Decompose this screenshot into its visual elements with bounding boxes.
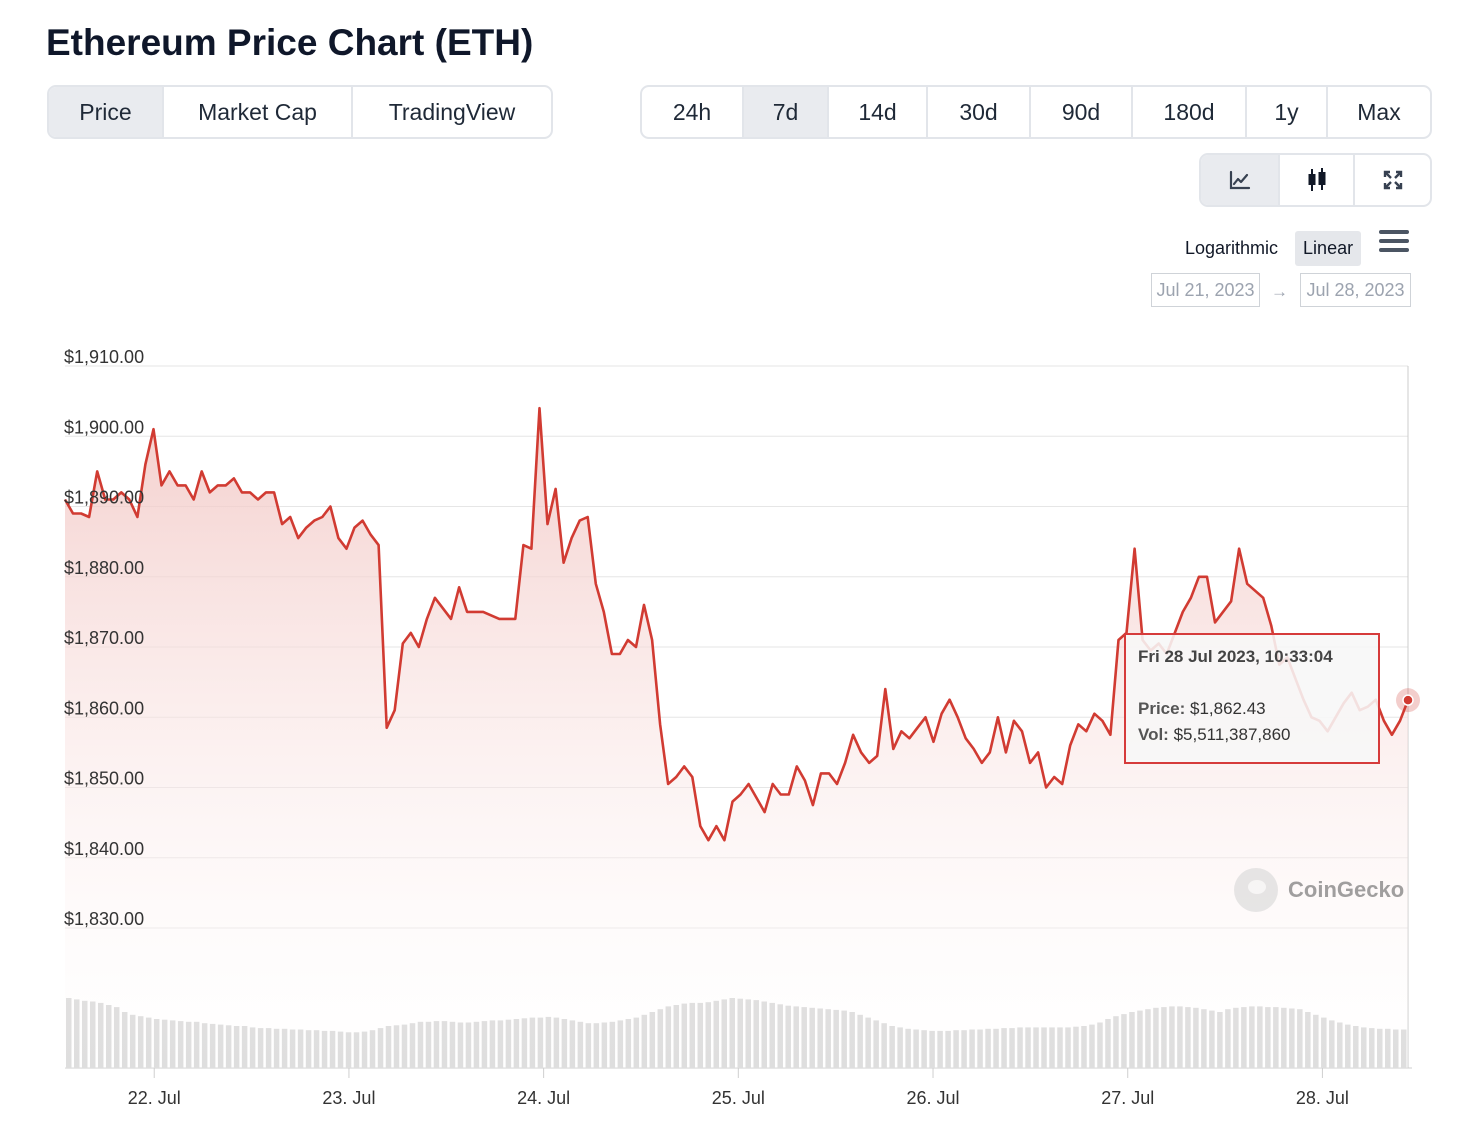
range-1y[interactable]: 1y xyxy=(1247,87,1328,137)
expand-icon xyxy=(1383,170,1402,190)
x-tick-label: 25. Jul xyxy=(712,1088,765,1108)
line-chart-button[interactable] xyxy=(1201,155,1280,205)
coingecko-logo-icon xyxy=(1234,868,1278,912)
range-max[interactable]: Max xyxy=(1357,98,1401,125)
y-tick-label: $1,910.00 xyxy=(64,347,144,367)
scale-toggle: Logarithmic Linear xyxy=(1177,231,1362,266)
price-area xyxy=(65,408,1408,1068)
chart-tooltip: Fri 28 Jul 2023, 10:33:04 Price: $1,862.… xyxy=(1124,633,1380,764)
tooltip-vol-value: $5,511,387,860 xyxy=(1173,725,1291,744)
date-from-input[interactable]: Jul 21, 2023 xyxy=(1151,273,1260,307)
coingecko-watermark: CoinGecko xyxy=(1234,868,1404,912)
scale-linear-option[interactable]: Linear xyxy=(1295,231,1362,266)
range-24h[interactable]: 24h xyxy=(642,87,744,137)
watermark-text: CoinGecko xyxy=(1288,877,1405,902)
line-chart-icon xyxy=(1229,170,1250,190)
x-tick-label: 23. Jul xyxy=(322,1088,375,1108)
page-title: Ethereum Price Chart (ETH) xyxy=(46,22,534,63)
x-tick-label: 28. Jul xyxy=(1296,1088,1349,1108)
y-tick-label: $1,830.00 xyxy=(64,909,144,929)
scale-logarithmic-option[interactable]: Logarithmic xyxy=(1185,238,1279,258)
candlestick-icon xyxy=(1308,168,1325,191)
x-tick-label: 24. Jul xyxy=(517,1088,570,1108)
y-tick-label: $1,850.00 xyxy=(64,769,144,789)
y-tick-label: $1,900.00 xyxy=(64,417,144,437)
hover-marker xyxy=(1402,694,1414,706)
y-tick-label: $1,880.00 xyxy=(64,558,144,578)
range-14d[interactable]: 14d xyxy=(829,87,928,137)
chart-view-selector xyxy=(1199,153,1432,207)
y-tick-label: $1,870.00 xyxy=(64,628,144,648)
range-30d[interactable]: 30d xyxy=(928,87,1031,137)
tab-market-cap[interactable]: Market Cap xyxy=(164,87,353,137)
x-tick-label: 27. Jul xyxy=(1101,1088,1154,1108)
range-180d[interactable]: 180d xyxy=(1133,87,1247,137)
price-chart[interactable]: $1,830.00 $1,840.00 $1,850.00 $1,860.00 $1,8… xyxy=(0,330,1476,1130)
chart-type-tabs: Price Market Cap TradingView xyxy=(47,85,553,139)
date-to-input[interactable]: Jul 28, 2023 xyxy=(1300,273,1411,307)
tab-price[interactable]: Price xyxy=(49,87,164,137)
tooltip-price-value: $1,862.43 xyxy=(1189,699,1266,718)
tab-tradingview[interactable]: TradingView xyxy=(388,98,516,125)
tooltip-vol-label: Vol: xyxy=(1138,725,1169,744)
range-90d[interactable]: 90d xyxy=(1031,87,1133,137)
y-tick-label: $1,840.00 xyxy=(64,839,144,859)
hamburger-menu-icon[interactable] xyxy=(1379,230,1409,256)
candlestick-button[interactable] xyxy=(1280,155,1355,205)
fullscreen-button[interactable] xyxy=(1355,155,1430,205)
x-tick-label: 22. Jul xyxy=(128,1088,181,1108)
y-tick-label: $1,860.00 xyxy=(64,698,144,718)
range-7d[interactable]: 7d xyxy=(744,87,829,137)
time-range-selector: 24h 7d 14d 30d 90d 180d 1y Max xyxy=(640,85,1432,139)
price-line xyxy=(63,406,1410,842)
date-range-arrow-icon: → xyxy=(1271,282,1288,301)
x-tick-label: 26. Jul xyxy=(906,1088,959,1108)
y-tick-label: $1,890.00 xyxy=(64,488,144,508)
tooltip-price-label: Price: xyxy=(1138,699,1186,718)
tooltip-date: Fri 28 Jul 2023, 10:33:04 xyxy=(1138,647,1333,666)
